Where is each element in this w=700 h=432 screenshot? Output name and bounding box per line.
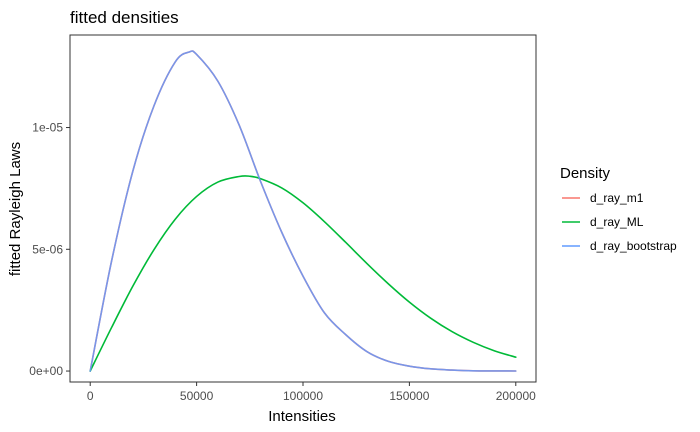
y-tick-label: 1e-05	[32, 121, 63, 135]
x-tick-label: 0	[87, 389, 94, 403]
legend-title: Density	[560, 165, 611, 182]
series-line-d-ray-m1	[89, 50, 517, 372]
x-tick-label: 150000	[389, 389, 429, 403]
legend-label-d-ray-ML: d_ray_ML	[590, 215, 644, 229]
y-axis-title: fitted Rayleigh Laws	[7, 142, 24, 276]
legend-label-d-ray-bootstrap: d_ray_bootstrap	[590, 239, 677, 253]
x-axis-title: Intensities	[268, 408, 336, 425]
legend: Density d_ray_m1 d_ray_ML d_ray_bootstrap	[560, 165, 677, 253]
chart-title: fitted densities	[70, 8, 179, 27]
y-tick-label: 0e+00	[29, 364, 63, 378]
plot-area: 0 50000 100000 150000 200000 0e+00 5e-06 1e-05	[29, 34, 537, 403]
panel-border	[69, 34, 537, 383]
y-tick-label: 5e-06	[32, 242, 63, 256]
legend-label-d-ray-m1: d_ray_m1	[590, 191, 644, 205]
series-line-d-ray-ML	[89, 175, 517, 372]
x-tick-label: 100000	[283, 389, 323, 403]
x-tick-label: 50000	[180, 389, 214, 403]
x-tick-label: 200000	[496, 389, 536, 403]
series-line-d-ray-bootstrap	[89, 50, 517, 372]
